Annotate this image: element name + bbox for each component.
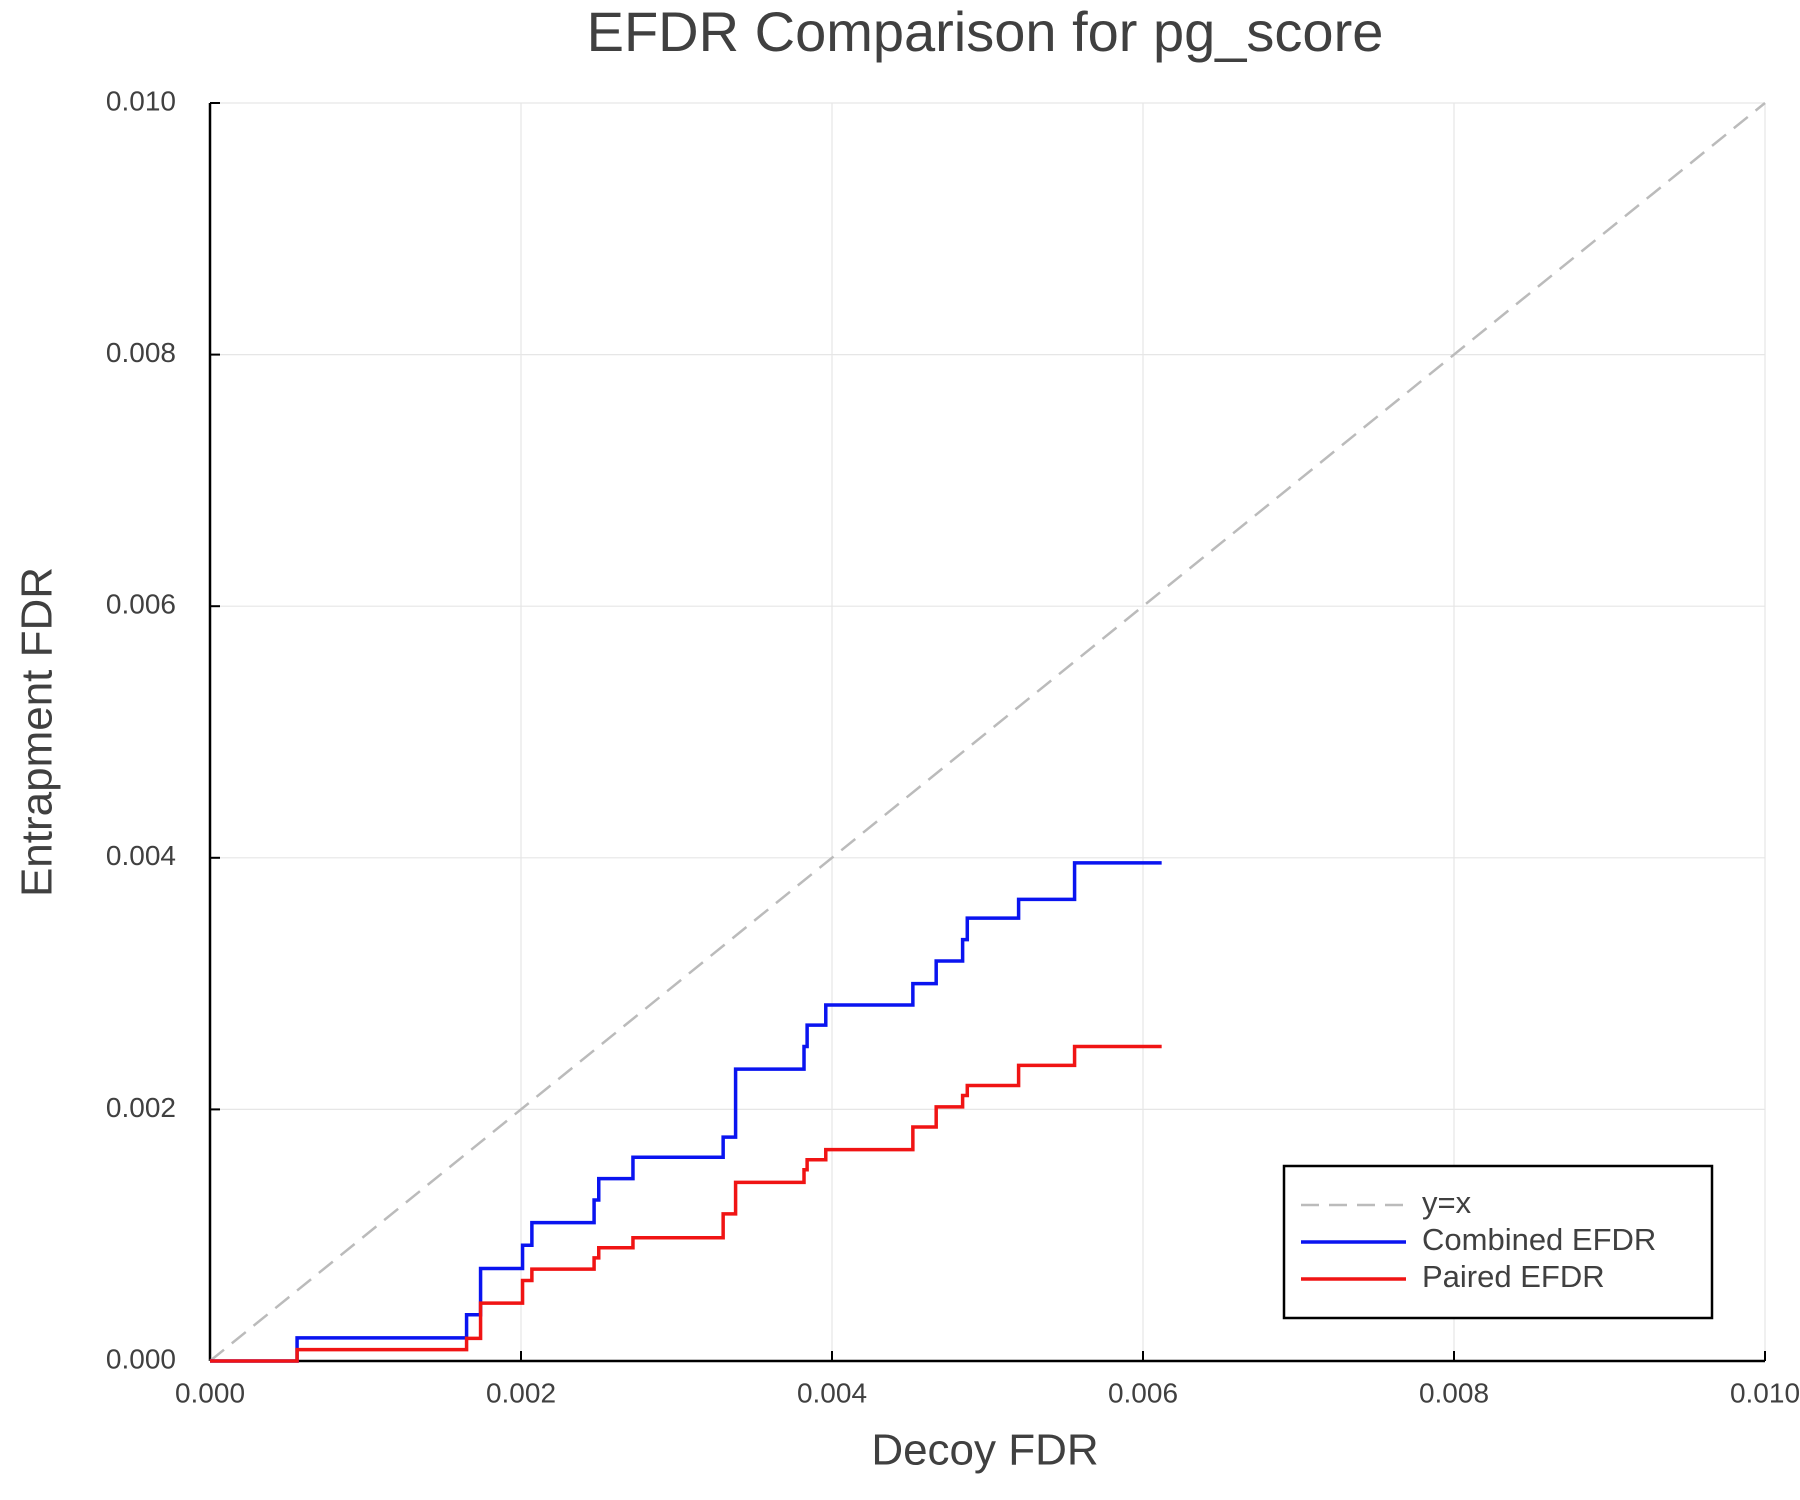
y-tick-label: 0.002 [106,1092,176,1123]
x-tick-label: 0.000 [175,1377,245,1408]
legend-label: y=x [1422,1185,1472,1220]
legend-label: Combined EFDR [1422,1222,1656,1257]
y-tick-label: 0.004 [106,840,176,871]
series-line [209,102,1766,1362]
chart-title: EFDR Comparison for pg_score [587,0,1384,63]
x-axis-label: Decoy FDR [871,1426,1098,1475]
x-tick-label: 0.008 [1419,1377,1489,1408]
y-tick-label: 0.006 [106,589,176,620]
x-tick-label: 0.006 [1108,1377,1178,1408]
x-tick-label: 0.010 [1730,1377,1800,1408]
x-tick-label: 0.002 [486,1377,556,1408]
x-tick-label: 0.004 [797,1377,867,1408]
series-line [210,1044,1162,1363]
y-tick-label: 0.008 [106,337,176,368]
y-tick-label: 0.000 [106,1343,176,1374]
series-line [210,861,1162,1363]
y-axis-label: Entrapment FDR [13,567,62,897]
y-tick-label: 0.010 [106,85,176,116]
legend-label: Paired EFDR [1422,1259,1605,1294]
